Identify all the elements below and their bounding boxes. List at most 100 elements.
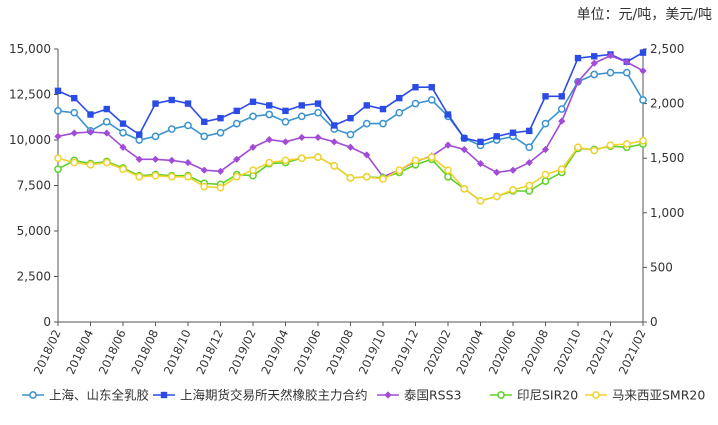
series-point: [249, 98, 257, 105]
series-point: [591, 53, 598, 60]
right-y-tick-label: 1,500: [650, 151, 684, 165]
series-point: [541, 119, 550, 128]
x-tick-label: 2019/12: [388, 327, 421, 376]
series-point: [119, 120, 127, 127]
left-y-tick-label: 0: [43, 315, 51, 329]
series-point: [135, 172, 144, 181]
series-point: [119, 143, 127, 151]
series-point: [542, 93, 549, 100]
series-point: [444, 111, 452, 118]
series-1: [54, 49, 647, 146]
legend-swatch-marker: [160, 391, 168, 399]
legend-swatch-marker: [384, 391, 392, 399]
series-point: [314, 108, 322, 117]
right-y-tick-label: 0: [650, 315, 658, 329]
series-point: [216, 128, 225, 137]
x-tick-label: 2020/04: [453, 327, 486, 376]
series-point: [477, 138, 484, 146]
series-point: [509, 129, 517, 136]
series-point: [461, 134, 468, 142]
series-point: [574, 54, 582, 62]
x-tick-label: 2019/04: [258, 327, 291, 376]
series-point: [574, 78, 582, 86]
series-point: [265, 158, 274, 167]
series-point: [347, 114, 354, 122]
x-tick-label: 2018/06: [96, 327, 129, 376]
legend-label: 上海期货交易所天然橡胶主力合约: [180, 388, 368, 403]
series-point: [281, 138, 290, 146]
series-point: [135, 155, 143, 163]
series-point: [639, 136, 647, 145]
series-point: [86, 160, 95, 169]
series-point: [200, 166, 208, 174]
series-point: [476, 196, 485, 205]
legend-item: 上海期货交易所天然橡胶主力合约: [153, 388, 368, 403]
series-point: [282, 107, 289, 115]
series-point: [590, 59, 598, 67]
series-point: [86, 128, 95, 136]
left-y-tick-label: 5,000: [17, 224, 51, 238]
x-tick-label: 2019/08: [323, 327, 356, 376]
series-point: [541, 170, 550, 179]
legend-swatch-marker: [592, 391, 600, 399]
series-point: [266, 102, 273, 109]
series-point: [330, 138, 338, 146]
series-point: [411, 156, 420, 165]
x-tick-label: 2020/02: [421, 327, 454, 376]
series-point: [201, 118, 208, 125]
right-y-tick-label: 1,000: [650, 206, 684, 220]
series-point: [297, 112, 306, 121]
left-y-tick-label: 7,500: [17, 179, 51, 193]
series-4: [54, 136, 647, 205]
series-point: [476, 160, 485, 168]
series-point: [103, 129, 111, 137]
series-point: [411, 99, 420, 108]
series-point: [151, 155, 160, 163]
series-point: [346, 143, 355, 151]
series-point: [298, 102, 305, 109]
series-point: [363, 102, 370, 109]
x-tick-label: 2019/10: [356, 327, 389, 376]
x-tick-label: 2019/06: [291, 327, 324, 376]
series-point: [232, 119, 241, 128]
x-tick-label: 2018/04: [63, 327, 96, 376]
series-point: [444, 166, 452, 175]
left-y-tick-label: 10,000: [9, 133, 51, 147]
series-point: [606, 141, 615, 149]
series-point: [54, 87, 62, 95]
series-point: [184, 172, 192, 181]
x-tick-label: 2020/06: [486, 327, 519, 376]
unit-label: 单位：元/吨，美元/吨: [576, 7, 712, 23]
legend-label: 印尼SIR20: [517, 388, 578, 403]
series-point: [590, 70, 599, 79]
series-point: [639, 67, 647, 75]
series-point: [606, 68, 615, 77]
series-point: [558, 93, 565, 100]
series-point: [314, 153, 322, 161]
series-point: [622, 140, 631, 148]
series-point: [623, 58, 631, 66]
legend-item: 泰国RSS3: [377, 388, 462, 403]
series-point: [557, 165, 566, 173]
series-point: [184, 100, 192, 107]
series-point: [444, 172, 452, 181]
series-point: [362, 119, 371, 128]
legend-label: 马来西亚SMR20: [612, 388, 705, 403]
series-point: [444, 141, 452, 149]
x-tick-label: 2018/10: [161, 327, 194, 376]
series-point: [541, 177, 550, 185]
series-point: [379, 119, 387, 128]
series-point: [346, 174, 355, 182]
series-point: [233, 155, 241, 163]
legend-item: 马来西亚SMR20: [585, 388, 705, 403]
x-tick-label: 2020/12: [583, 327, 616, 376]
series-point: [119, 165, 127, 173]
series-point: [509, 166, 517, 174]
left-y-tick-label: 12,500: [9, 88, 51, 102]
series-point: [492, 192, 501, 201]
series-line: [57, 143, 644, 202]
series-point: [184, 121, 192, 130]
x-tick-label: 2018/02: [31, 327, 64, 376]
